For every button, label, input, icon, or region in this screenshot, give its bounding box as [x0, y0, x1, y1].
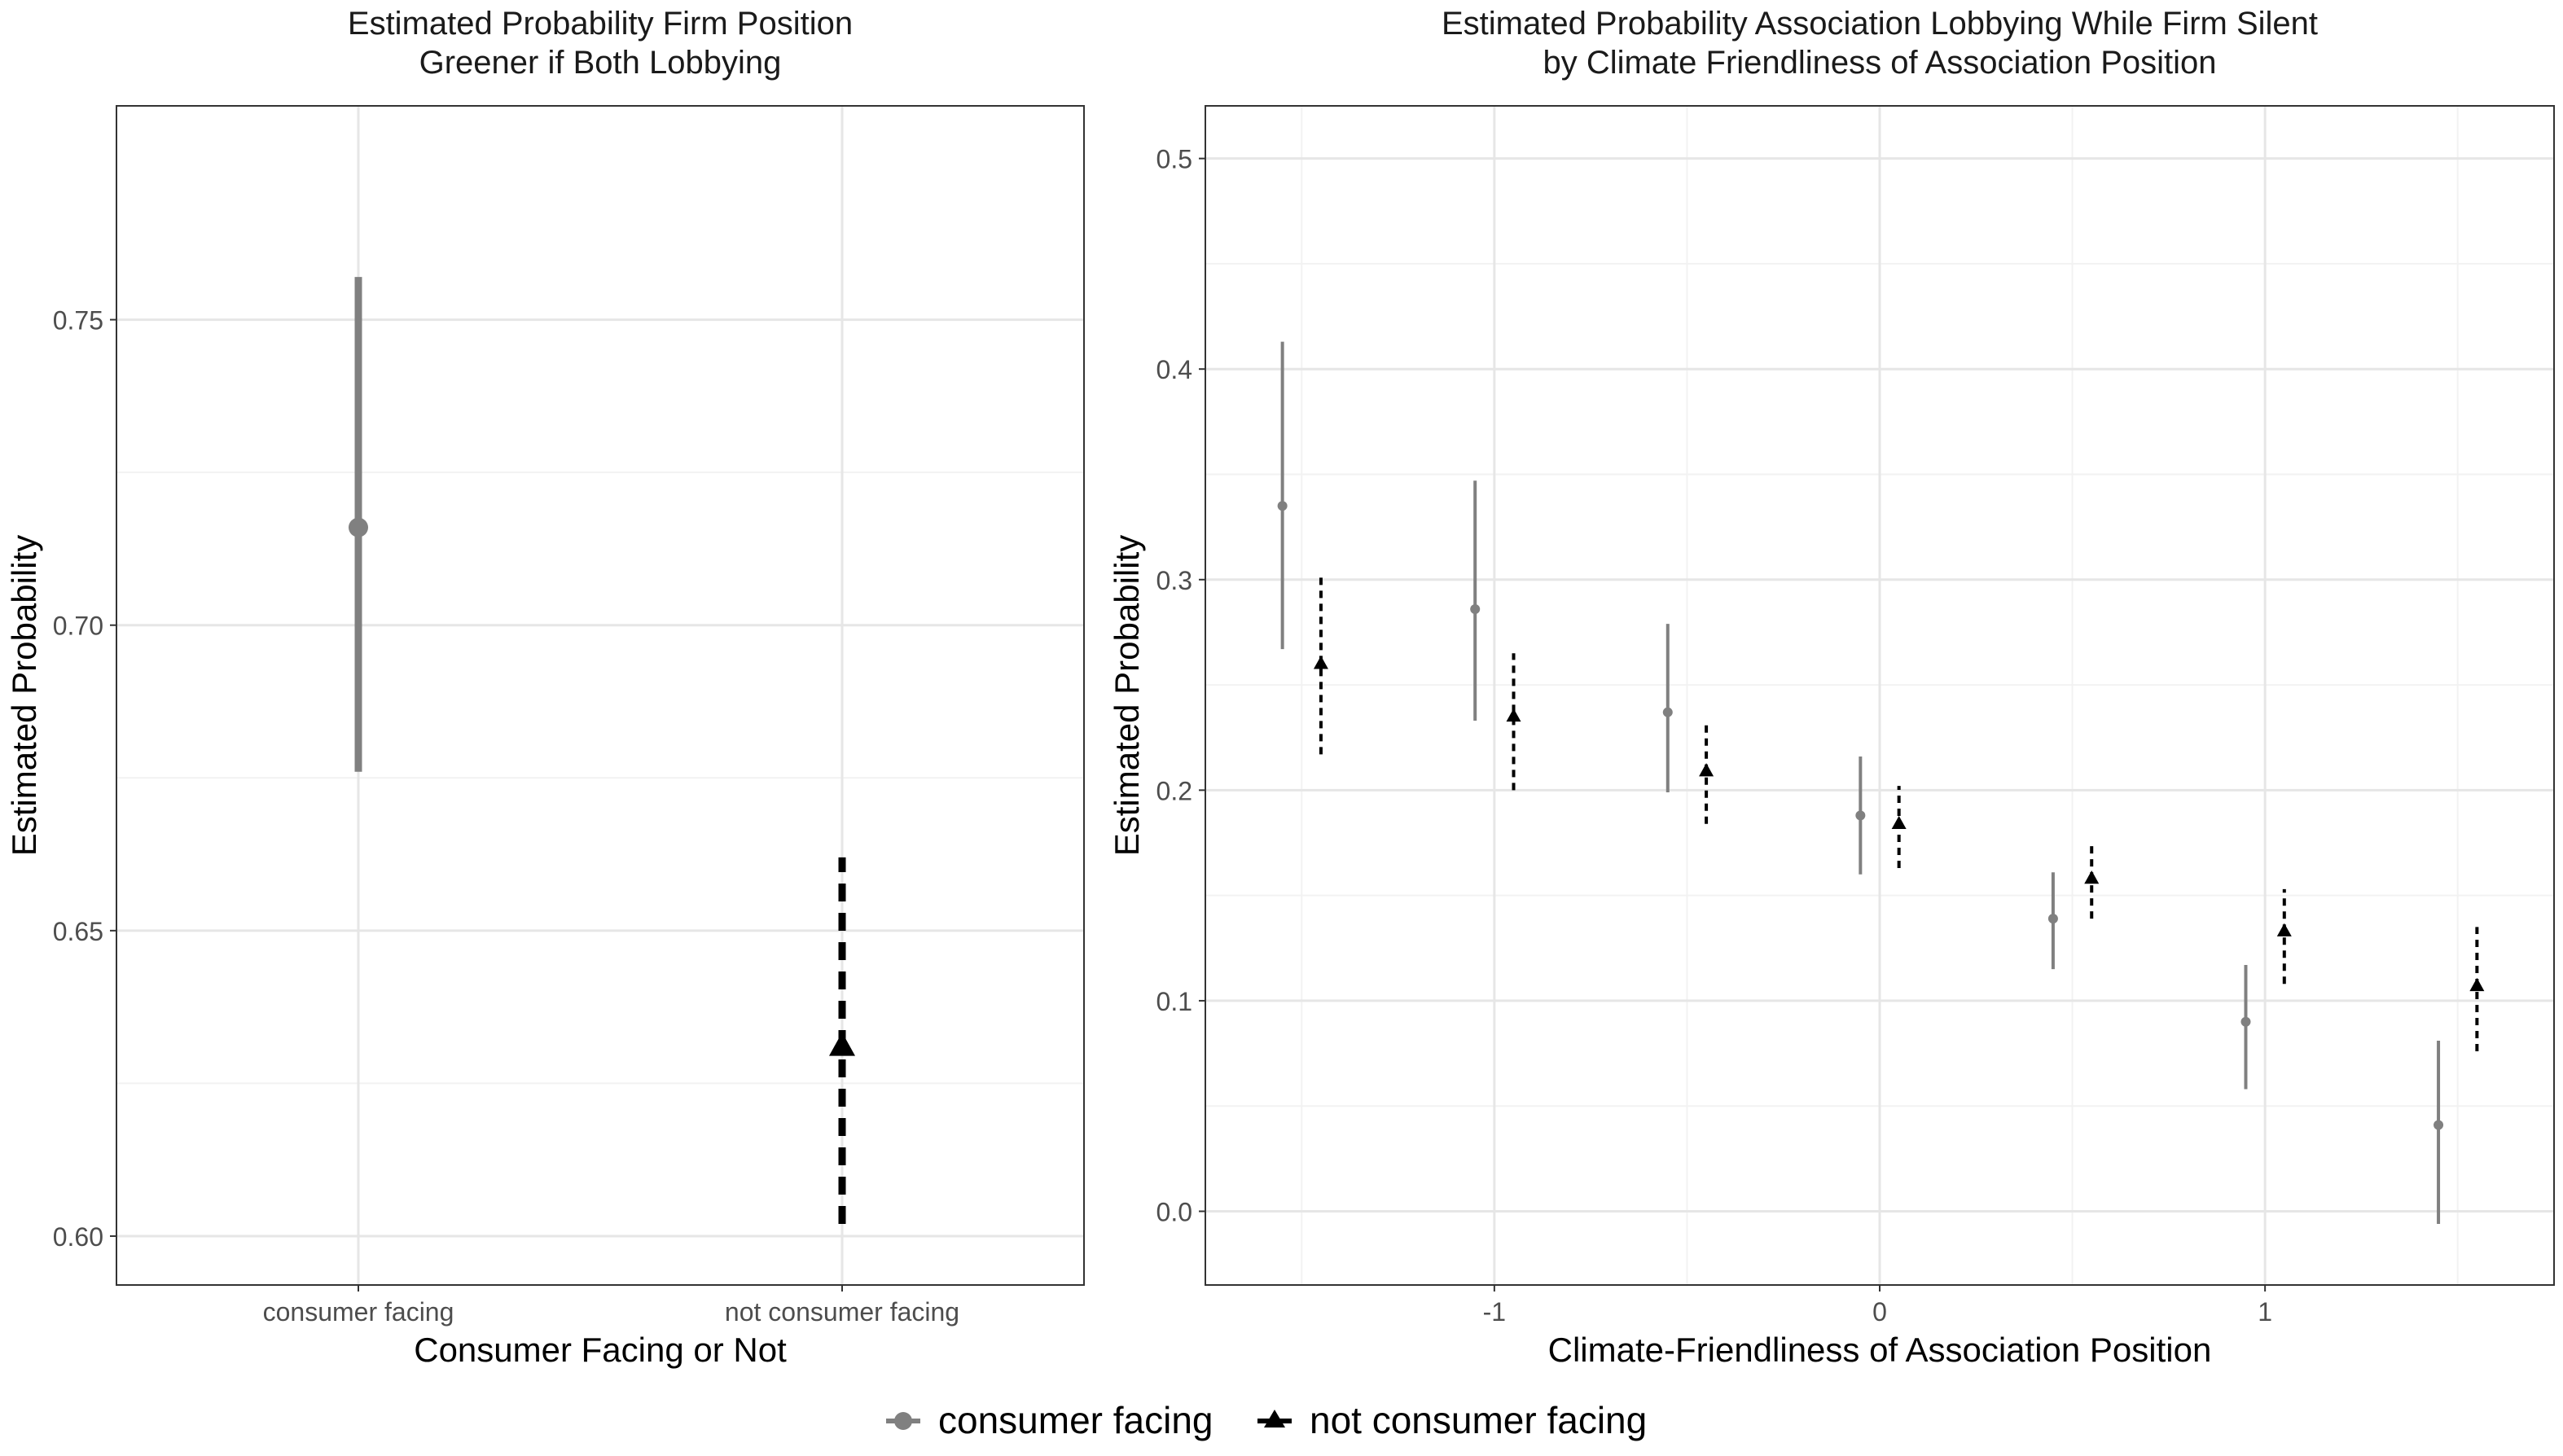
x-tick-label: 0 [1872, 1297, 1887, 1327]
panel-association-lobbying: 0.0 0.1 0.2 0.3 0.4 0.5 -1 0 1 Estimated Probabi… [1108, 6, 2555, 1369]
right-marks [1277, 341, 2485, 1225]
point-consumer-facing [1470, 603, 1481, 614]
y-tick-label: 0.2 [1156, 776, 1192, 805]
right-title-line1: Estimated Probability Association Lobbyi… [1442, 6, 2318, 42]
right-title-line2: by Climate Friendliness of Association P… [1543, 45, 2216, 81]
legend-label-not-consumer-facing: not consumer facing [1310, 1399, 1647, 1441]
point-not-consumer-facing [1891, 815, 1907, 830]
point-consumer-facing [2047, 914, 2058, 924]
y-tick-label: 0.70 [53, 612, 103, 641]
left-title-line2: Greener if Both Lobbying [419, 45, 782, 81]
y-tick-label: 0.0 [1156, 1198, 1192, 1227]
point-not-consumer-facing [1313, 656, 1328, 669]
point-not-consumer-facing [2276, 923, 2292, 936]
legend-key-triangle-icon [1264, 1410, 1285, 1427]
x-tick-label: consumer facing [263, 1297, 454, 1327]
point-consumer-facing [1855, 810, 1866, 821]
legend-item-not-consumer-facing: not consumer facing [1257, 1399, 1647, 1441]
legend-label-consumer-facing: consumer facing [938, 1399, 1213, 1441]
y-tick-label: 0.75 [53, 306, 103, 335]
left-x-axis-label: Consumer Facing or Not [414, 1331, 787, 1369]
left-marks [349, 277, 855, 1224]
point-consumer-facing [2240, 1016, 2251, 1027]
right-tick-labels: 0.0 0.1 0.2 0.3 0.4 0.5 -1 0 1 [1156, 145, 2273, 1327]
right-gridlines [1205, 106, 2554, 1285]
point-consumer-facing [349, 517, 368, 537]
point-consumer-facing [1277, 501, 1288, 511]
x-tick-label: 1 [2258, 1297, 2272, 1327]
right-y-axis-label: Estimated Probability [1108, 535, 1146, 857]
right-x-axis-label: Climate-Friendliness of Association Posi… [1548, 1331, 2212, 1369]
point-not-consumer-facing [1506, 708, 1521, 722]
y-tick-label: 0.4 [1156, 355, 1192, 384]
y-tick-label: 0.65 [53, 917, 103, 946]
point-not-consumer-facing [829, 1032, 855, 1056]
x-tick-label: -1 [1483, 1297, 1506, 1327]
y-tick-label: 0.1 [1156, 987, 1192, 1016]
point-not-consumer-facing [2084, 871, 2100, 884]
panel-firm-position: 0.60 0.65 0.70 0.75 consumer facing not consu… [5, 6, 1085, 1369]
x-tick-label: not consumer facing [725, 1297, 959, 1327]
point-consumer-facing [2434, 1120, 2444, 1130]
left-y-axis-label: Estimated Probability [5, 535, 43, 857]
y-tick-label: 0.5 [1156, 145, 1192, 174]
y-tick-label: 0.3 [1156, 566, 1192, 595]
legend-item-consumer-facing: consumer facing [886, 1399, 1213, 1441]
point-not-consumer-facing [2469, 977, 2485, 992]
y-tick-label: 0.60 [53, 1222, 103, 1252]
left-tick-labels: 0.60 0.65 0.70 0.75 consumer facing not consu… [53, 306, 959, 1327]
legend-key-circle-icon [894, 1412, 912, 1430]
point-not-consumer-facing [1699, 763, 1714, 777]
legend: consumer facing not consumer facing [886, 1399, 1647, 1441]
point-consumer-facing [1662, 707, 1673, 717]
left-title-line1: Estimated Probability Firm Position [348, 6, 853, 42]
